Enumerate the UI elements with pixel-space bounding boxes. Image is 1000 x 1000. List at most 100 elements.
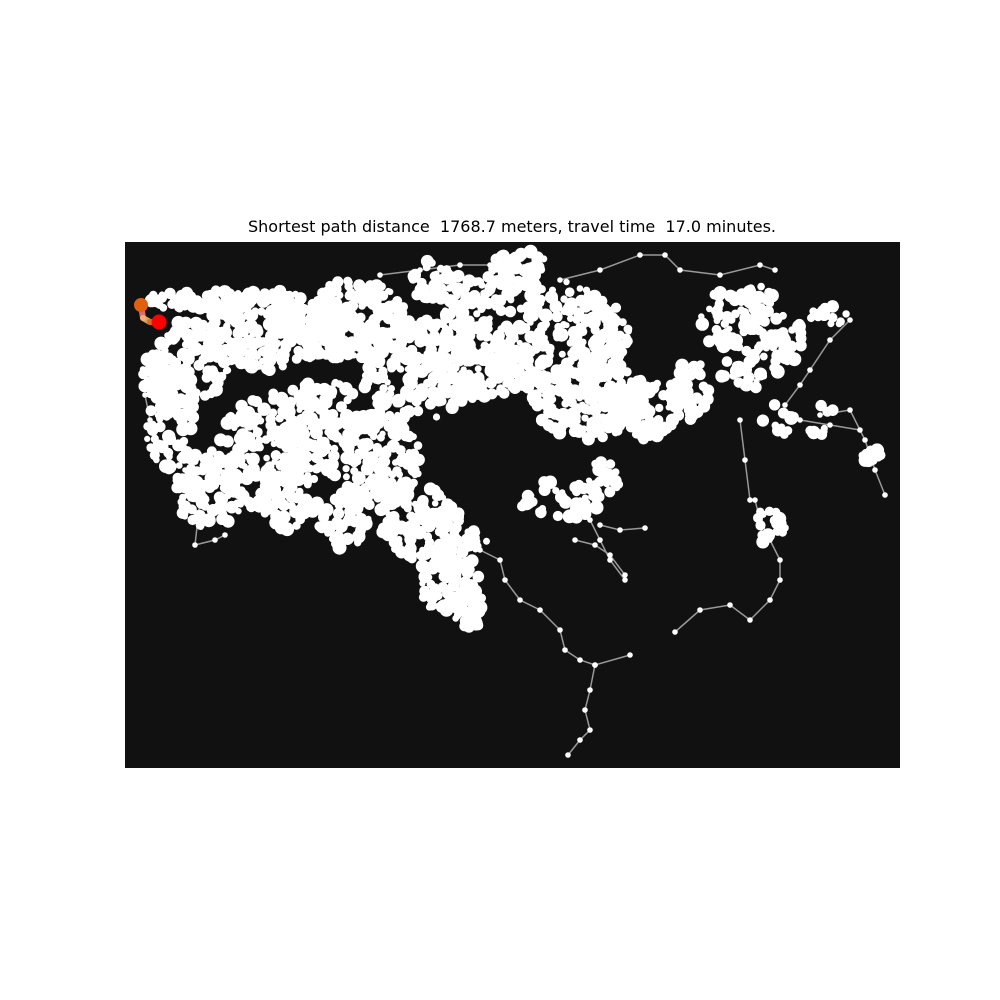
street-node-cluster bbox=[421, 495, 428, 503]
street-node-cluster bbox=[592, 312, 601, 321]
street-node-cluster bbox=[237, 456, 244, 463]
street-node-cluster bbox=[377, 489, 389, 500]
street-node-cluster bbox=[420, 388, 429, 398]
street-node-cluster bbox=[187, 504, 197, 515]
street-node-cluster bbox=[795, 339, 807, 352]
street-node bbox=[142, 392, 148, 398]
street-node-cluster bbox=[450, 347, 463, 360]
street-node-cluster bbox=[370, 484, 380, 494]
street-node bbox=[197, 497, 203, 503]
street-node bbox=[157, 442, 163, 448]
street-node-cluster bbox=[655, 403, 664, 413]
street-node-cluster bbox=[446, 332, 454, 340]
street-node-cluster bbox=[271, 458, 278, 465]
street-node-cluster bbox=[176, 422, 190, 437]
street-node-cluster bbox=[591, 459, 600, 469]
street-node-cluster bbox=[399, 487, 410, 498]
street-node-cluster bbox=[286, 313, 295, 323]
street-node bbox=[587, 687, 593, 693]
street-node bbox=[497, 557, 503, 563]
street-node-cluster bbox=[482, 332, 492, 342]
street-node bbox=[212, 537, 218, 543]
street-node-cluster bbox=[440, 309, 454, 323]
street-node-cluster bbox=[827, 312, 838, 323]
street-node-cluster bbox=[503, 375, 515, 387]
street-node-cluster bbox=[787, 352, 802, 367]
street-node-cluster bbox=[822, 406, 833, 417]
street-node-cluster bbox=[326, 468, 337, 478]
street-node-cluster bbox=[426, 579, 436, 589]
street-node-cluster bbox=[331, 431, 343, 443]
street-node-cluster bbox=[861, 454, 875, 468]
street-node-cluster bbox=[535, 413, 549, 427]
street-node-cluster bbox=[432, 413, 441, 421]
street-node-cluster bbox=[495, 305, 507, 317]
street-node-cluster bbox=[452, 317, 465, 329]
street-node-cluster bbox=[283, 332, 291, 340]
street-node-cluster bbox=[171, 315, 186, 330]
street-node-cluster bbox=[567, 385, 577, 396]
street-node bbox=[147, 417, 153, 423]
street-node-cluster bbox=[713, 317, 721, 325]
street-node-cluster bbox=[499, 260, 514, 275]
street-node-cluster bbox=[503, 281, 515, 292]
street-node-cluster bbox=[593, 308, 600, 315]
street-node bbox=[862, 437, 868, 443]
street-node-cluster bbox=[431, 500, 439, 507]
street-node-cluster bbox=[318, 304, 329, 315]
street-node-cluster bbox=[560, 494, 569, 502]
street-node-cluster bbox=[311, 501, 324, 513]
street-node-cluster bbox=[317, 457, 324, 464]
street-node-cluster bbox=[472, 570, 485, 583]
street-node-cluster bbox=[527, 301, 540, 314]
street-node-cluster bbox=[558, 350, 566, 358]
street-node bbox=[727, 602, 733, 608]
street-node-cluster bbox=[206, 466, 221, 481]
street-node-cluster bbox=[235, 508, 242, 515]
street-node-cluster bbox=[566, 365, 574, 373]
street-node-cluster bbox=[759, 316, 770, 327]
street-node-cluster bbox=[154, 338, 162, 346]
street-node bbox=[572, 537, 578, 543]
street-node-cluster bbox=[518, 342, 533, 356]
street-node-cluster bbox=[328, 450, 340, 462]
street-node-cluster bbox=[869, 446, 879, 456]
street-node-cluster bbox=[590, 404, 600, 414]
street-node-cluster bbox=[437, 506, 444, 514]
street-node-cluster bbox=[743, 371, 755, 383]
street-node-cluster bbox=[399, 407, 408, 415]
street-node-cluster bbox=[488, 352, 498, 362]
street-node bbox=[597, 522, 603, 528]
street-node bbox=[697, 607, 703, 613]
street-node-cluster bbox=[344, 309, 357, 322]
street-node-cluster bbox=[495, 388, 503, 396]
street-node-cluster bbox=[305, 412, 318, 425]
street-node-cluster bbox=[423, 378, 433, 388]
street-network-map[interactable] bbox=[125, 242, 900, 768]
street-node bbox=[637, 252, 643, 258]
street-node-cluster bbox=[490, 334, 503, 347]
street-node-cluster bbox=[357, 329, 365, 337]
street-node-cluster bbox=[316, 435, 325, 444]
street-node-cluster bbox=[760, 373, 768, 380]
street-node-cluster bbox=[777, 333, 791, 347]
street-node-cluster bbox=[332, 507, 345, 520]
street-node-cluster bbox=[585, 299, 597, 311]
street-node-cluster bbox=[264, 337, 271, 344]
street-node-cluster bbox=[683, 405, 693, 415]
street-node-cluster bbox=[721, 311, 733, 323]
street-node-cluster bbox=[623, 324, 633, 334]
street-node-cluster bbox=[570, 353, 579, 362]
street-node-cluster bbox=[231, 424, 238, 431]
street-node bbox=[487, 262, 493, 268]
street-node-cluster bbox=[334, 499, 345, 510]
street-node-cluster bbox=[512, 319, 527, 334]
street-node-cluster bbox=[159, 303, 168, 312]
street-node-cluster bbox=[354, 448, 363, 457]
street-node-cluster bbox=[327, 338, 340, 352]
street-node-cluster bbox=[560, 321, 568, 329]
street-node-cluster bbox=[764, 506, 775, 516]
street-node-cluster bbox=[265, 304, 280, 319]
street-node-cluster bbox=[146, 443, 156, 452]
street-node-cluster bbox=[794, 318, 805, 330]
